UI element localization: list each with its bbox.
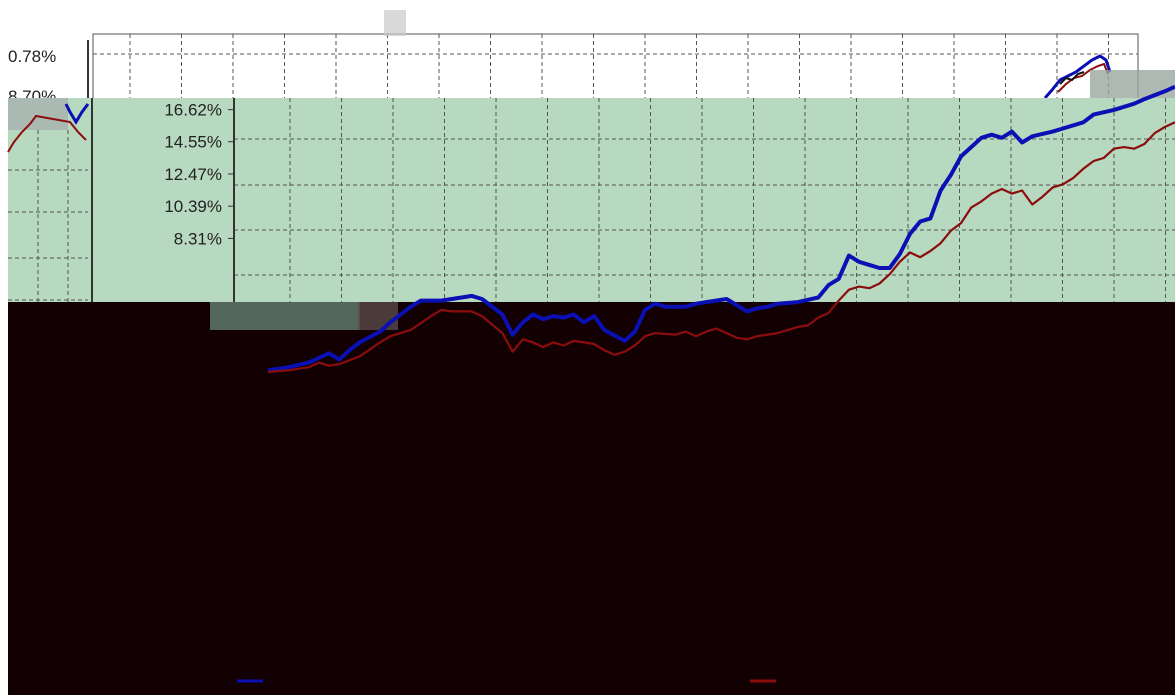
dark-overlay-region xyxy=(8,302,1175,695)
back-chart-panel: 0.78% 8.70% xyxy=(8,10,1175,330)
back-left-strip xyxy=(7,98,92,330)
back-noise-patch-left xyxy=(8,98,68,130)
front-y-tick-label: 14.55% xyxy=(164,133,222,152)
noise-patch-mid xyxy=(210,302,360,330)
front-grid xyxy=(234,98,1175,302)
front-y-tick-label: 10.39% xyxy=(164,197,222,216)
back-left-strip-bg xyxy=(8,98,92,330)
front-plot-area xyxy=(92,98,1175,302)
dark-region-bg xyxy=(8,328,1175,695)
back-series-fragment xyxy=(7,114,87,153)
front-y-tick-label: 12.47% xyxy=(164,165,222,184)
series-line-2 xyxy=(267,121,1175,373)
back-plot-area xyxy=(92,33,1139,105)
back-noise-patch-top xyxy=(384,10,406,36)
front-chart-panel: 16.62% 14.55% 12.47% 10.39% 8.31% xyxy=(91,98,1175,330)
front-y-ticks: 16.62% 14.55% 12.47% 10.39% 8.31% xyxy=(164,101,234,248)
series-line-1 xyxy=(267,84,1175,373)
noise-patch-mid-dark xyxy=(358,302,398,330)
series-layer xyxy=(267,84,1175,373)
back-y-tick-label: 0.78% xyxy=(8,47,56,66)
back-series-fragment xyxy=(1043,54,1112,99)
front-y-tick-label: 16.62% xyxy=(164,101,222,120)
back-series-fragment xyxy=(1057,62,1109,93)
front-y-tick-label: 8.31% xyxy=(174,229,222,248)
back-series-fragment xyxy=(64,103,90,125)
back-series-fragment xyxy=(1059,71,1085,85)
back-left-grid xyxy=(8,130,88,330)
